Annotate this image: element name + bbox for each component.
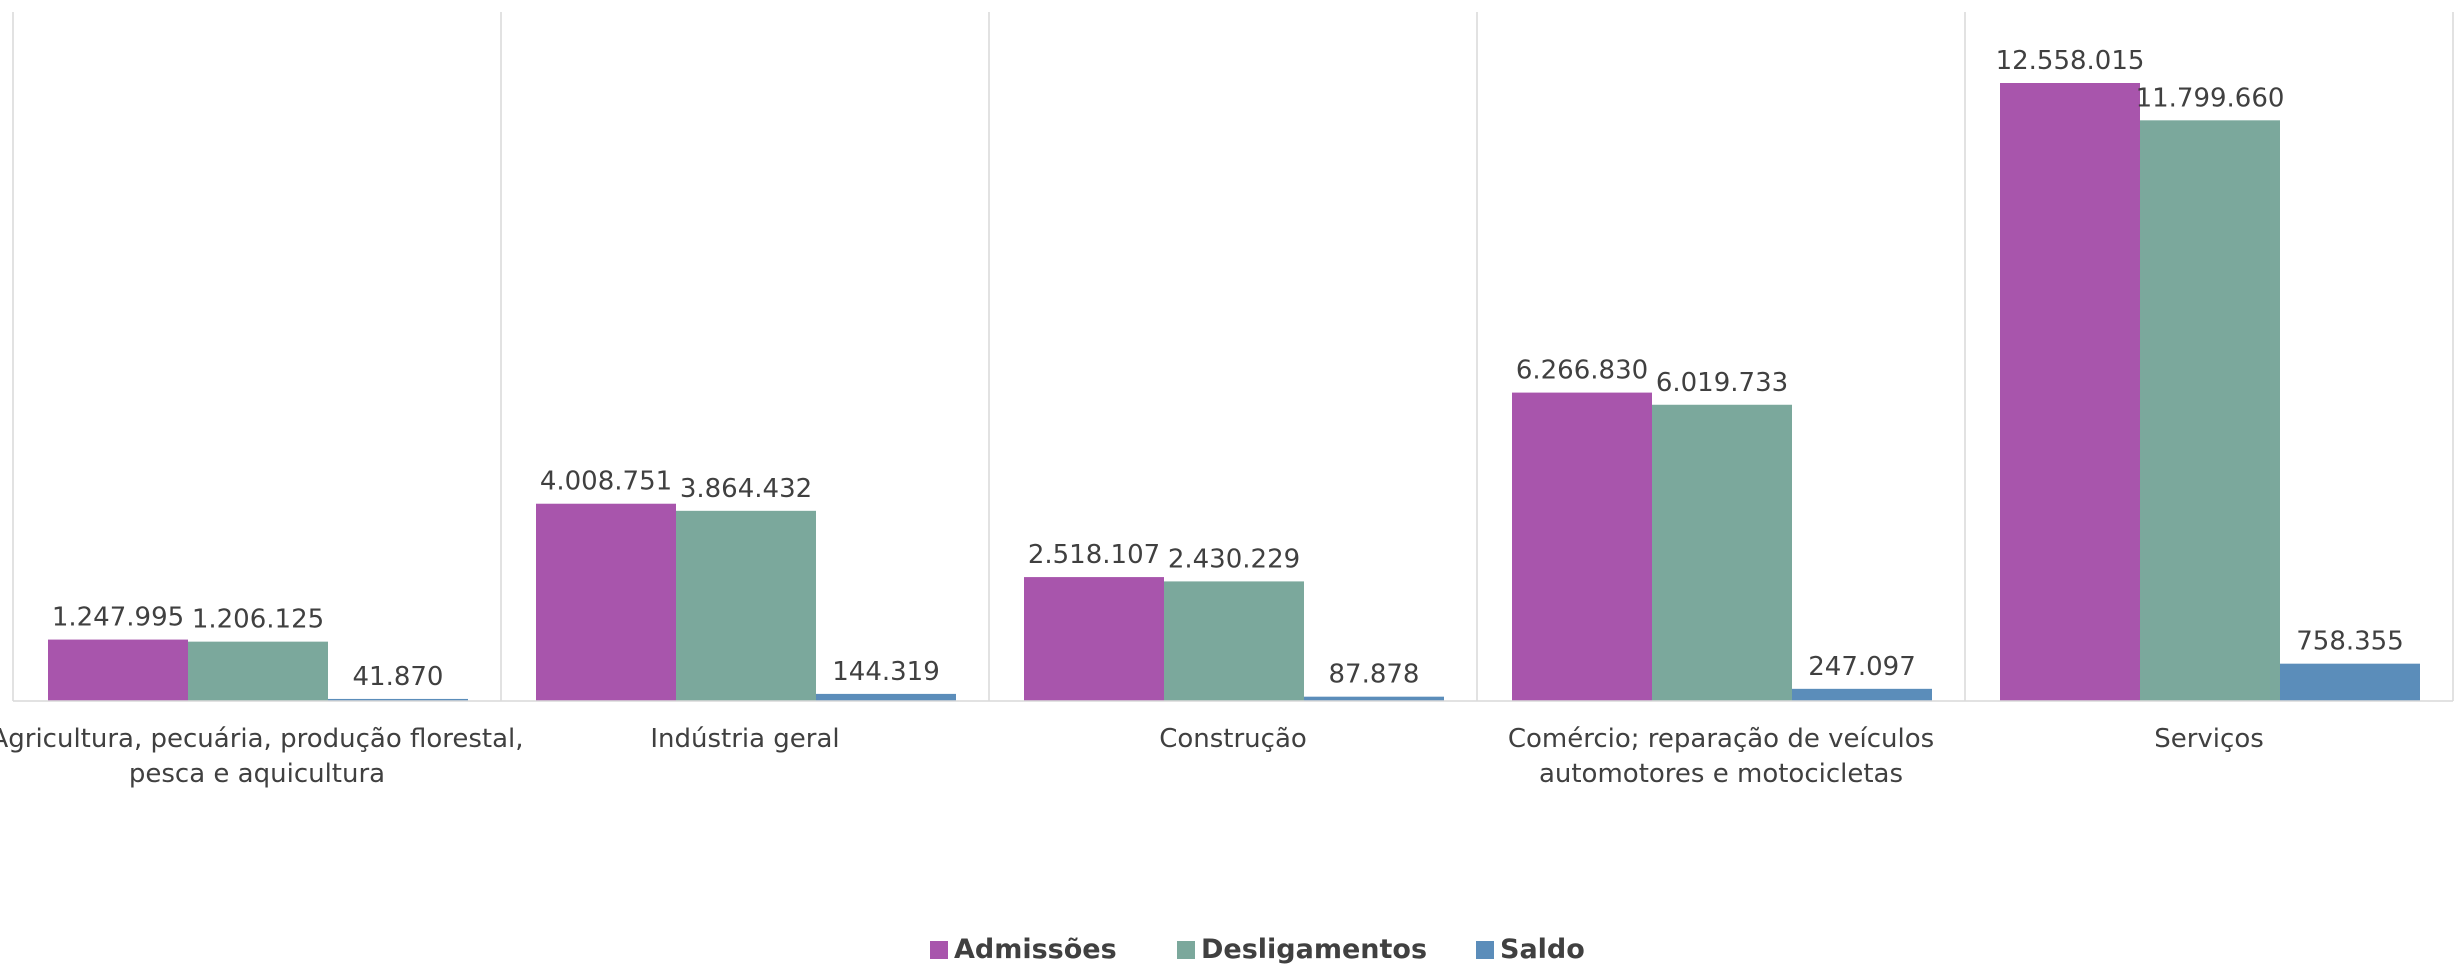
category-label: Serviços <box>2154 724 2264 754</box>
bar-admissões <box>1024 577 1164 701</box>
category-label: Construção <box>1159 724 1307 754</box>
bar-desligamentos <box>676 510 816 701</box>
bar-saldo <box>1792 688 1932 701</box>
bar-admissões <box>1512 392 1652 701</box>
category-label: Indústria geral <box>650 724 839 754</box>
bar-admissões <box>48 639 188 701</box>
legend-swatch-saldo <box>1476 941 1494 959</box>
data-label: 87.878 <box>1329 660 1420 690</box>
category-label: Agricultura, pecuária, produção floresta… <box>0 724 524 754</box>
legend-label-saldo: Saldo <box>1500 934 1585 965</box>
data-label: 11.799.660 <box>2136 83 2285 113</box>
data-label: 1.247.995 <box>52 603 184 633</box>
bar-saldo <box>2280 663 2420 701</box>
data-label: 144.319 <box>832 657 940 687</box>
bar-desligamentos <box>1164 581 1304 701</box>
legend-swatch-desligamentos <box>1177 941 1195 959</box>
legend-label-admissões: Admissões <box>954 934 1117 965</box>
value-labels-group: 1.247.995 1.206.125 41.870 4.008.751 3.864.4… <box>52 46 2404 692</box>
bar-saldo <box>1304 696 1444 701</box>
legend-swatch-admissões <box>930 941 948 959</box>
category-label: automotores e motocicletas <box>1539 759 1903 789</box>
bar-admissões <box>536 503 676 701</box>
legend-label-desligamentos: Desligamentos <box>1201 934 1427 965</box>
category-labels-group: Agricultura, pecuária, produção floresta… <box>0 724 2264 789</box>
data-label: 12.558.015 <box>1996 46 2145 76</box>
bar-desligamentos <box>2140 120 2280 701</box>
bar-desligamentos <box>1652 404 1792 701</box>
data-label: 2.518.107 <box>1028 540 1160 570</box>
data-label: 3.864.432 <box>680 474 812 504</box>
data-label: 41.870 <box>353 662 444 692</box>
bars-group <box>48 83 2420 701</box>
data-label: 1.206.125 <box>192 605 324 635</box>
category-label: Comércio; reparação de veículos <box>1508 724 1934 754</box>
bar-saldo <box>328 698 468 701</box>
data-label: 2.430.229 <box>1168 544 1300 574</box>
legend: Admissões Desligamentos Saldo <box>930 934 1585 965</box>
data-label: 758.355 <box>2296 627 2404 657</box>
data-label: 4.008.751 <box>540 467 672 497</box>
bar-saldo <box>816 693 956 701</box>
category-separators <box>12 12 2454 701</box>
data-label: 247.097 <box>1808 652 1916 682</box>
bar-admissões <box>2000 83 2140 701</box>
data-label: 6.266.830 <box>1516 356 1648 386</box>
bar-desligamentos <box>188 641 328 701</box>
data-label: 6.019.733 <box>1656 368 1788 398</box>
category-label: pesca e aquicultura <box>129 759 385 789</box>
